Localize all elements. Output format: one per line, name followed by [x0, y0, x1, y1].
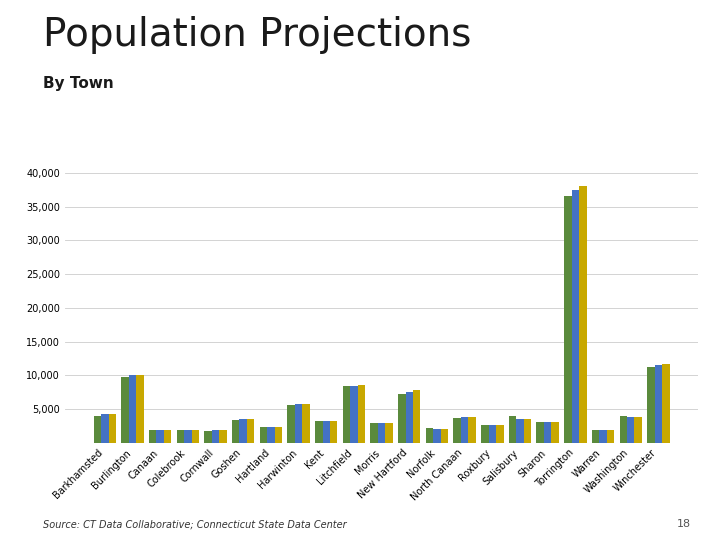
Bar [662, 364, 670, 443]
Bar [176, 430, 184, 443]
Bar [220, 430, 227, 443]
Bar [343, 386, 350, 443]
Bar [149, 430, 156, 443]
Bar [101, 415, 109, 443]
Bar [634, 417, 642, 443]
Bar [413, 390, 420, 443]
Bar [370, 423, 378, 443]
Bar [647, 367, 654, 443]
Bar [212, 430, 220, 443]
Text: Population Projections: Population Projections [43, 16, 472, 54]
Bar [433, 429, 441, 443]
Bar [619, 416, 627, 443]
Text: By Town: By Town [43, 76, 114, 91]
Bar [461, 417, 469, 443]
Bar [358, 386, 365, 443]
Bar [516, 418, 523, 443]
Text: 18: 18 [677, 519, 691, 529]
Bar [136, 375, 144, 443]
Bar [579, 186, 587, 443]
Bar [469, 417, 476, 443]
Bar [156, 430, 164, 443]
Bar [184, 430, 192, 443]
Bar [121, 377, 129, 443]
Bar [454, 418, 461, 443]
Bar [129, 375, 136, 443]
Bar [627, 417, 634, 443]
Bar [260, 427, 267, 443]
Bar [552, 422, 559, 443]
Bar [592, 430, 599, 443]
Text: Source: CT Data Collaborative; Connecticut State Data Center: Source: CT Data Collaborative; Connectic… [43, 519, 347, 529]
Bar [164, 430, 171, 443]
Bar [426, 428, 433, 443]
Bar [441, 429, 448, 443]
Bar [496, 426, 503, 443]
Bar [350, 386, 358, 443]
Bar [544, 422, 552, 443]
Bar [109, 414, 116, 443]
Bar [287, 405, 294, 443]
Bar [599, 430, 607, 443]
Bar [385, 423, 393, 443]
Bar [315, 421, 323, 443]
Bar [378, 423, 385, 443]
Bar [330, 421, 338, 443]
Bar [274, 427, 282, 443]
Bar [267, 427, 274, 443]
Bar [523, 418, 531, 443]
Bar [564, 197, 572, 443]
Bar [398, 394, 405, 443]
Bar [654, 364, 662, 443]
Bar [247, 418, 254, 443]
Bar [240, 419, 247, 443]
Bar [302, 404, 310, 443]
Bar [536, 422, 544, 443]
Bar [405, 392, 413, 443]
Bar [607, 430, 614, 443]
Bar [204, 431, 212, 443]
Bar [489, 424, 496, 443]
Bar [232, 420, 240, 443]
Bar [192, 430, 199, 443]
Bar [509, 416, 516, 443]
Bar [481, 426, 489, 443]
Bar [294, 404, 302, 443]
Bar [94, 416, 101, 443]
Bar [572, 190, 579, 443]
Bar [323, 421, 330, 443]
